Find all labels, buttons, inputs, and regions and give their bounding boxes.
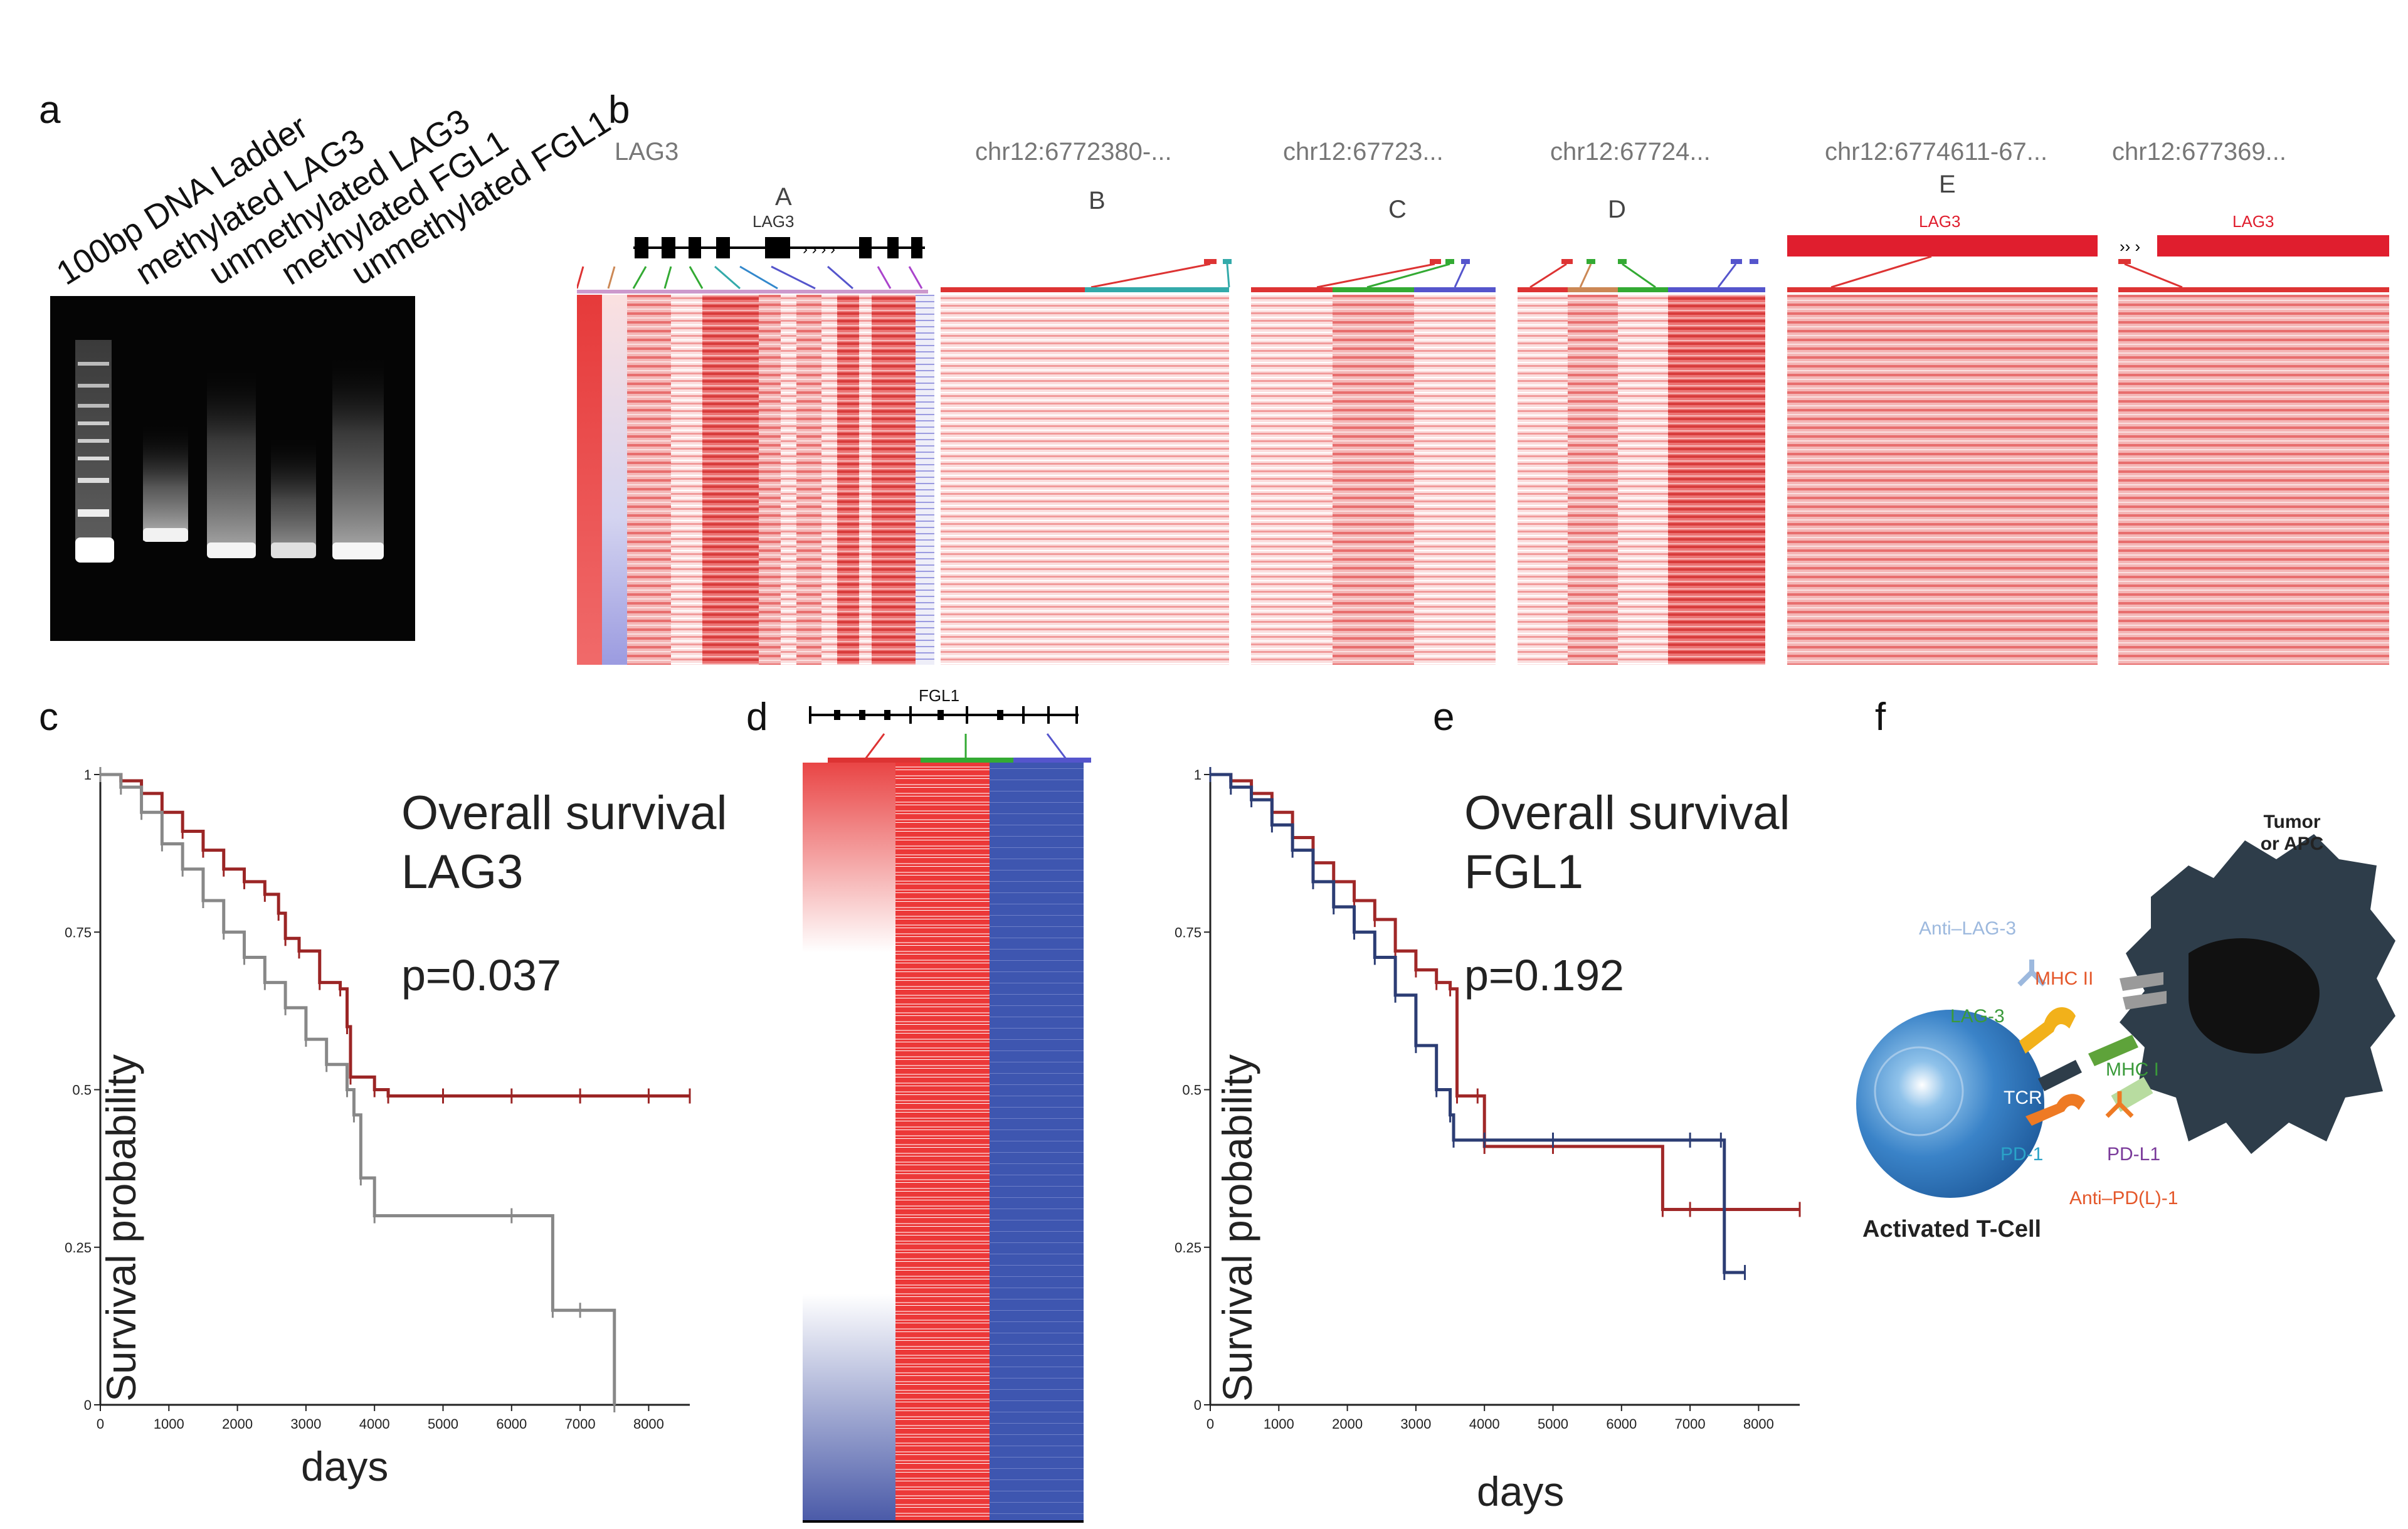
x-tick-label: 7000 bbox=[1675, 1416, 1706, 1432]
y-tick-label: 0.75 bbox=[1175, 924, 1201, 940]
heatmap-block-title: chr12:6774611-67... bbox=[1825, 138, 2048, 166]
pd1-receptor-icon bbox=[2025, 1094, 2085, 1126]
heatmap-block-letter: C bbox=[1388, 196, 1407, 223]
heatmap-block-title: chr12:67723... bbox=[1283, 138, 1444, 166]
x-tick-label: 0 bbox=[1207, 1416, 1214, 1432]
x-tick-label: 8000 bbox=[1743, 1416, 1774, 1432]
x-axis-title-e: days bbox=[1477, 1468, 1565, 1515]
x-tick-label: 6000 bbox=[496, 1416, 527, 1432]
x-tick-label: 5000 bbox=[1538, 1416, 1568, 1432]
x-tick-label: 0 bbox=[97, 1416, 104, 1432]
x-tick-label: 1000 bbox=[1264, 1416, 1294, 1432]
survival-curve-low bbox=[1210, 773, 1745, 1274]
survival-curve-high bbox=[100, 773, 690, 1098]
x-tick-label: 2000 bbox=[222, 1416, 253, 1432]
x-tick-label: 3000 bbox=[1400, 1416, 1431, 1432]
gene-label: LAG3 bbox=[752, 212, 795, 231]
heatmap-block-letter: B bbox=[1089, 187, 1106, 214]
heatmap-block-letter: D bbox=[1608, 196, 1626, 223]
tcr-receptor-icon bbox=[2038, 1060, 2082, 1091]
heatmap-block-title: chr12:6772380-... bbox=[975, 138, 1172, 166]
immune-checkpoint-diagram: Tumor or APC TCR Activated T-Cell Anti–L… bbox=[1856, 812, 2395, 1242]
mhc1-icon bbox=[2088, 1035, 2138, 1066]
gene-label: FGL1 bbox=[919, 686, 959, 705]
anti-pdl1-antibody-icon bbox=[2105, 1091, 2134, 1118]
heatmap-b: › › › › LAG3 bbox=[577, 212, 2389, 665]
panel-letter-e: e bbox=[1433, 696, 1455, 739]
gene-label: LAG3 bbox=[1919, 212, 1961, 231]
mhc1-label: MHC I bbox=[2106, 1059, 2159, 1080]
survival-title-c: Overall survival LAG3 bbox=[401, 784, 727, 902]
gene-label: LAG3 bbox=[2232, 212, 2274, 231]
activated-tcell-label: Activated T-Cell bbox=[1862, 1216, 2041, 1242]
connector-lines-b bbox=[941, 259, 1232, 292]
heatmap-block-letter: E bbox=[1939, 171, 1956, 198]
svg-text:› › › ›: › › › › bbox=[803, 241, 835, 258]
x-tick-label: 4000 bbox=[359, 1416, 390, 1432]
connector-lines-a bbox=[577, 265, 928, 294]
gene-track-a: › › › › LAG3 bbox=[633, 212, 925, 258]
heatmap-block-letter: A bbox=[775, 183, 792, 211]
survival-title-line2: FGL1 bbox=[1464, 845, 1584, 899]
heatmap-block-title: chr12:677369... bbox=[2112, 138, 2286, 166]
tcr-label: TCR bbox=[2004, 1087, 2042, 1108]
x-tick-label: 8000 bbox=[633, 1416, 664, 1432]
x-tick-label: 5000 bbox=[428, 1416, 458, 1432]
y-axis-title-e: Survival probability bbox=[1214, 1054, 1260, 1402]
survival-title-line1: Overall survival bbox=[401, 786, 727, 840]
connector-lines-d bbox=[1518, 259, 1765, 292]
pdl1-label: PD-L1 bbox=[2107, 1144, 2160, 1165]
heatmap-d: FGL1 bbox=[803, 686, 1091, 1523]
x-tick-label: 7000 bbox=[565, 1416, 596, 1432]
panel-letter-f: f bbox=[1875, 696, 1886, 739]
t-cell-shape bbox=[1856, 1010, 2044, 1198]
panel-letter-c: c bbox=[39, 696, 58, 739]
y-tick-label: 0.25 bbox=[65, 1240, 92, 1256]
anti-lag3-label: Anti–LAG-3 bbox=[1919, 918, 2016, 939]
lag3-label: LAG-3 bbox=[1950, 1006, 2005, 1027]
panel-letter-d: d bbox=[746, 696, 768, 739]
x-tick-label: 6000 bbox=[1606, 1416, 1637, 1432]
lag3-receptor-icon bbox=[2019, 1007, 2076, 1054]
anti-lag3-antibody-icon bbox=[2017, 960, 2046, 987]
tumor-label: Tumor bbox=[2263, 812, 2320, 832]
p-value-c: p=0.037 bbox=[401, 951, 561, 1000]
gel-image bbox=[50, 296, 415, 641]
x-tick-label: 2000 bbox=[1332, 1416, 1363, 1432]
y-axis-title-c: Survival probability bbox=[98, 1054, 144, 1402]
survival-title-e: Overall survival FGL1 bbox=[1464, 784, 1790, 902]
x-tick-label: 1000 bbox=[154, 1416, 184, 1432]
apc-label: or APC bbox=[2261, 833, 2324, 854]
anti-pdl1-label: Anti–PD(L)-1 bbox=[2069, 1188, 2178, 1209]
y-tick-label: 0.75 bbox=[65, 924, 92, 940]
x-tick-label: 3000 bbox=[290, 1416, 321, 1432]
heatmap-block-title: chr12:67724... bbox=[1550, 138, 1711, 166]
pd1-label: PD-1 bbox=[2000, 1144, 2043, 1165]
y-tick-label: 1 bbox=[84, 767, 92, 783]
heatmap-block-title: LAG3 bbox=[615, 138, 679, 166]
panel-letter-a: a bbox=[39, 88, 61, 132]
y-tick-label: 0 bbox=[1194, 1397, 1201, 1413]
survival-title-line1: Overall survival bbox=[1464, 786, 1790, 840]
x-axis-title-c: days bbox=[301, 1443, 389, 1489]
y-tick-label: 0 bbox=[84, 1397, 92, 1413]
p-value-e: p=0.192 bbox=[1464, 951, 1624, 1000]
connector-lines-c bbox=[1251, 259, 1496, 292]
mhc2-icon bbox=[2120, 972, 2167, 1010]
panel-letter-b: b bbox=[608, 88, 630, 132]
y-tick-label: 0.25 bbox=[1175, 1240, 1201, 1256]
mhc2-label: MHC II bbox=[2035, 968, 2093, 989]
y-tick-label: 1 bbox=[1194, 767, 1201, 783]
x-tick-label: 4000 bbox=[1469, 1416, 1500, 1432]
survival-title-line2: LAG3 bbox=[401, 845, 524, 899]
y-tick-label: 0.5 bbox=[72, 1082, 92, 1098]
y-tick-label: 0.5 bbox=[1182, 1082, 1201, 1098]
svg-text:›› ›: ›› › bbox=[2120, 237, 2140, 256]
survival-chart-fgl1: 0 1000 2000 3000 4000 5000 6000 7000 8000 0 0.25 0.… bbox=[1175, 767, 1801, 1432]
survival-chart-lag3: 0 1000 2000 3000 4000 5000 6000 7000 8000 0 0.25 0.… bbox=[65, 767, 691, 1432]
